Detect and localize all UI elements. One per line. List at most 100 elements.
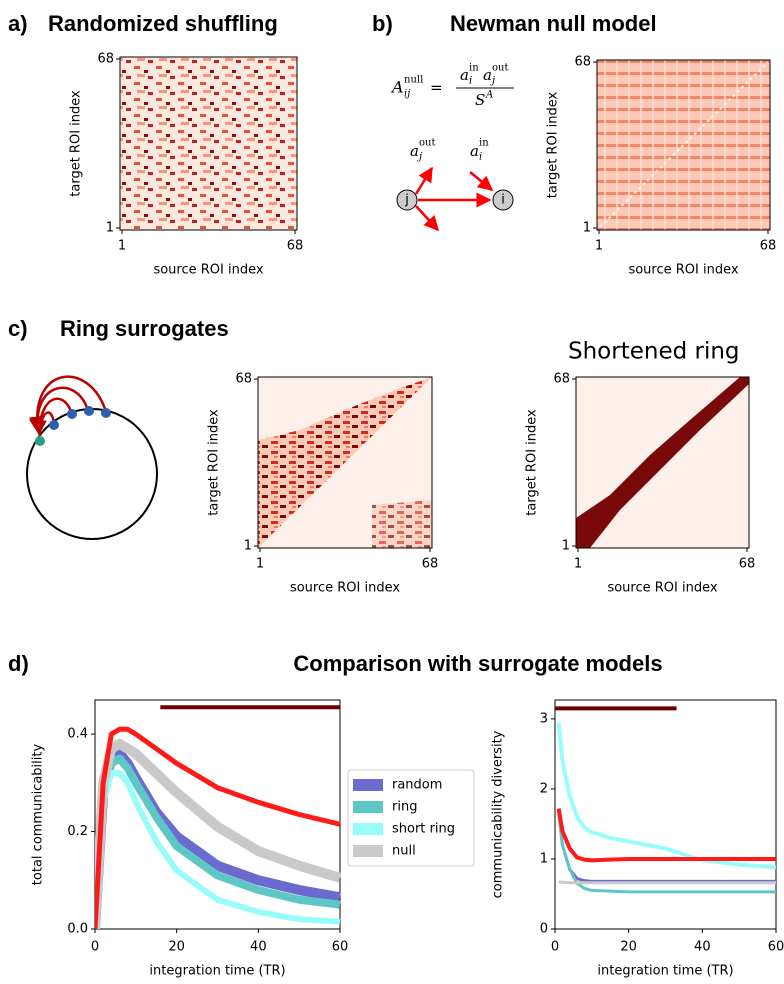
x-tick-label: 40 xyxy=(694,940,711,955)
y-tick-label: 68 xyxy=(235,372,252,387)
panel-label: c) xyxy=(8,316,28,341)
legend-swatch xyxy=(353,779,383,791)
arrow xyxy=(415,205,440,232)
y-tick-label: 0.4 xyxy=(67,727,88,742)
equation: A ij null = a i in a j out S A xyxy=(390,63,514,109)
x-axis-label: source ROI index xyxy=(290,581,400,596)
panel-title: Randomized shuffling xyxy=(48,11,278,36)
y-tick-label: 1 xyxy=(106,221,114,236)
x-axis-label: integration time (TR) xyxy=(597,964,733,979)
x-tick-label: 0 xyxy=(91,940,99,955)
heatmap-image xyxy=(120,57,297,230)
legend-label: ring xyxy=(392,800,417,815)
heatmap-region xyxy=(372,500,432,548)
y-tick-label: 1 xyxy=(244,539,252,554)
heatmap-frame xyxy=(575,376,750,549)
y-tick-label: 0.2 xyxy=(67,824,88,839)
x-axis-label: source ROI index xyxy=(628,263,738,278)
series-line xyxy=(557,809,776,883)
plot-frame xyxy=(94,699,341,930)
chart: 0 20 40 60 0 1 2 3 integration time (TR) communic… xyxy=(491,699,784,979)
y-tick-label: 68 xyxy=(574,55,591,70)
arrow xyxy=(414,166,434,195)
node-label: j xyxy=(404,193,409,208)
x-tick-label: 20 xyxy=(620,940,637,955)
node-diagram: a j out a i in j i xyxy=(396,138,514,232)
x-axis-label: integration time (TR) xyxy=(149,964,285,979)
arc xyxy=(38,411,56,437)
panel-title: Ring surrogates xyxy=(60,316,229,341)
chart: 0 20 40 60 0.0 0.2 0.4 integration time (TR) tot… xyxy=(31,699,475,979)
y-tick-label: 0.0 xyxy=(67,922,88,937)
in-label: a xyxy=(470,142,479,160)
ring-node xyxy=(101,408,111,418)
panel-label: d) xyxy=(8,651,29,676)
out-label: a xyxy=(410,142,419,160)
x-axis-label: source ROI index xyxy=(153,263,263,278)
y-tick-label: 68 xyxy=(97,52,114,67)
y-tick-label: 2 xyxy=(540,781,548,796)
in-label: in xyxy=(479,138,489,149)
ring xyxy=(26,408,158,540)
heatmap-region xyxy=(576,377,749,548)
ring-node xyxy=(67,409,77,419)
x-tick-label: 68 xyxy=(422,557,439,572)
heatmap: source ROI index target ROI index 1 68 1 68 xyxy=(69,52,304,278)
x-tick-label: 20 xyxy=(168,940,185,955)
heatmap: source ROI index target ROI index 1 68 1 68 xyxy=(525,372,756,596)
y-tick-label: 68 xyxy=(553,372,570,387)
in-label: i xyxy=(479,152,482,163)
series-line xyxy=(556,808,776,863)
eq-num: a xyxy=(483,66,492,84)
panel-title: Newman null model xyxy=(450,11,657,36)
panel-title: Comparison with surrogate models xyxy=(293,651,662,676)
node xyxy=(492,189,514,211)
x-tick-label: 68 xyxy=(739,557,756,572)
arrow xyxy=(469,171,494,191)
x-tick-label: 0 xyxy=(551,940,559,955)
eq-num: out xyxy=(492,63,508,74)
node xyxy=(396,189,418,211)
out-label: j xyxy=(417,152,422,163)
x-axis-label: source ROI index xyxy=(607,581,717,596)
heatmap-frame xyxy=(119,56,298,231)
y-tick-label: 1 xyxy=(562,539,570,554)
y-tick-label: 0 xyxy=(540,922,548,937)
ring-node xyxy=(35,436,45,446)
legend-swatch xyxy=(353,845,383,857)
panel-subtitle: Shortened ring xyxy=(568,339,740,365)
eq-den: S xyxy=(475,91,485,109)
panel-label: a) xyxy=(8,11,28,36)
eq-num: i xyxy=(469,76,472,87)
x-tick-label: 40 xyxy=(250,940,267,955)
y-axis-label: communicability diversity xyxy=(491,730,506,898)
y-axis-label: total communicability xyxy=(31,744,46,886)
y-axis-label: target ROI index xyxy=(525,409,540,516)
eq-num: in xyxy=(469,63,479,74)
legend-label: short ring xyxy=(392,822,455,837)
series-line xyxy=(558,880,776,885)
series-line xyxy=(557,813,776,894)
eq-num: a xyxy=(460,66,469,84)
x-tick-label: 1 xyxy=(574,557,582,572)
series-line xyxy=(95,770,341,929)
eq-lhs: A xyxy=(390,78,404,97)
plot-frame xyxy=(554,699,777,930)
heatmap-frame xyxy=(596,59,771,231)
x-tick-label: 60 xyxy=(768,940,784,955)
x-tick-label: 1 xyxy=(256,557,264,572)
y-tick-label: 1 xyxy=(540,851,548,866)
heatmap-frame xyxy=(257,376,433,549)
node-label: i xyxy=(501,193,505,208)
legend-label: random xyxy=(392,778,442,793)
legend-box xyxy=(347,769,475,867)
heatmap: source ROI index target ROI index 1 68 1 68 xyxy=(207,372,439,596)
x-tick-label: 1 xyxy=(595,239,603,254)
legend-swatch xyxy=(353,823,383,835)
ring-node xyxy=(84,406,94,416)
y-tick-label: 3 xyxy=(540,711,548,726)
y-tick-label: 1 xyxy=(583,221,591,236)
x-tick-label: 68 xyxy=(760,239,777,254)
eq-num: j xyxy=(490,76,495,87)
